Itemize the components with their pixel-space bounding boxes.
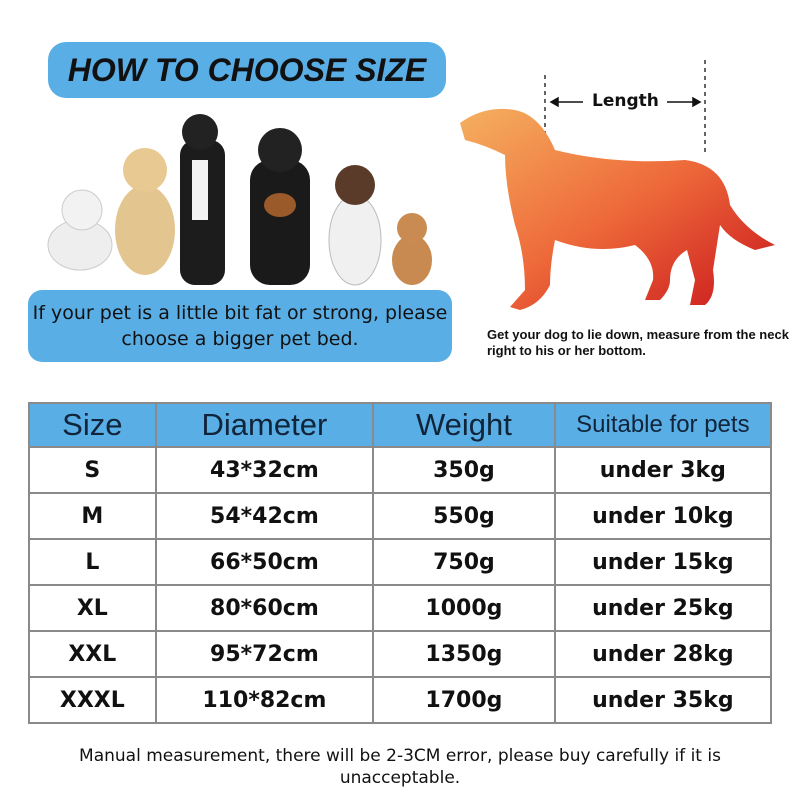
diameter-cell: 66*50cm — [154, 538, 375, 586]
weight-cell: 1000g — [372, 584, 556, 632]
size-advice-note: If your pet is a little bit fat or stron… — [28, 290, 452, 362]
weight-cell: 550g — [372, 492, 556, 540]
pet-weight-cell: under 35kg — [553, 676, 773, 724]
length-arrows — [549, 96, 702, 108]
header-suitable-for-pets: Suitable for pets — [553, 402, 773, 448]
diameter-cell: 110*82cm — [154, 676, 375, 724]
measurement-disclaimer: Manual measurement, there will be 2-3CM … — [79, 746, 721, 788]
pet-weight-cell: under 15kg — [553, 538, 773, 586]
border-collie-dog — [328, 165, 382, 286]
size-cell: S — [28, 446, 157, 494]
golden-retriever-dog — [115, 148, 175, 275]
diameter-cell: 54*42cm — [154, 492, 375, 540]
size-cell: L — [28, 538, 157, 586]
diameter-cell: 80*60cm — [154, 584, 375, 632]
size-cell: XL — [28, 584, 157, 632]
dog-silhouette — [460, 108, 775, 310]
pet-weight-cell: under 3kg — [553, 446, 773, 494]
rottweiler-dog — [250, 128, 310, 285]
chihuahua-dog — [392, 213, 432, 285]
table-row: XL 80*60cm 1000g under 25kg — [28, 584, 773, 632]
table-row: L 66*50cm 750g under 15kg — [28, 538, 773, 586]
pet-weight-cell: under 25kg — [553, 584, 773, 632]
pet-weight-cell: under 28kg — [553, 630, 773, 678]
table-row: M 54*42cm 550g under 10kg — [28, 492, 773, 540]
measurement-caption: Get your dog to lie down, measure from t… — [487, 327, 789, 358]
length-label: Length — [592, 91, 659, 111]
size-cell: XXL — [28, 630, 157, 678]
table-row: S 43*32cm 350g under 3kg — [28, 446, 773, 494]
table-row: XXL 95*72cm 1350g under 28kg — [28, 630, 773, 678]
dogs-lineup-image — [47, 114, 432, 286]
size-cell: M — [28, 492, 157, 540]
pet-weight-cell: under 10kg — [553, 492, 773, 540]
dog-measurement-diagram — [460, 60, 775, 310]
page-title: HOW TO CHOOSE SIZE — [48, 42, 446, 98]
weight-cell: 750g — [372, 538, 556, 586]
header-weight: Weight — [372, 402, 556, 448]
table-header-row: Size Diameter Weight Suitable for pets — [28, 402, 773, 448]
size-table: Size Diameter Weight Suitable for pets S… — [28, 402, 773, 724]
header-size: Size — [28, 402, 157, 448]
table-row: XXXL 110*82cm 1700g under 35kg — [28, 676, 773, 724]
great-dane-dog — [180, 114, 225, 285]
weight-cell: 1700g — [372, 676, 556, 724]
diameter-cell: 95*72cm — [154, 630, 375, 678]
westie-dog — [47, 189, 113, 271]
weight-cell: 1350g — [372, 630, 556, 678]
diameter-cell: 43*32cm — [154, 446, 375, 494]
size-cell: XXXL — [28, 676, 157, 724]
header-diameter: Diameter — [154, 402, 375, 448]
weight-cell: 350g — [372, 446, 556, 494]
